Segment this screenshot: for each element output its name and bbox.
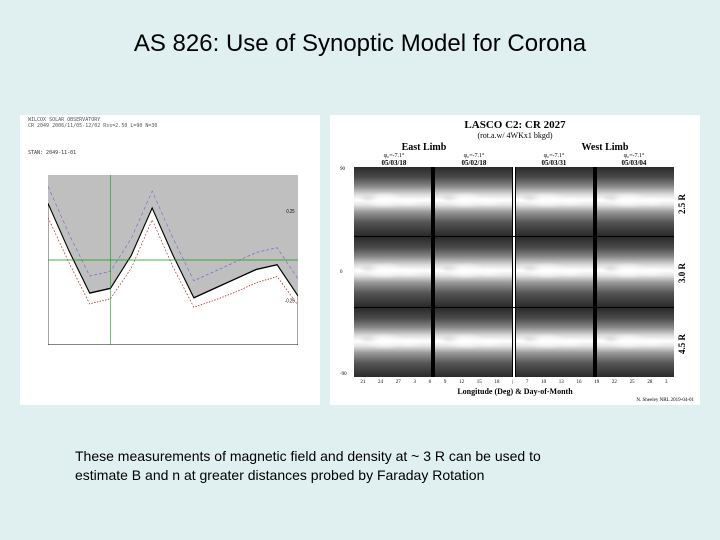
lasco-grid-area: Latitude (Deg) 90 0 -90 2.5 R (354, 167, 674, 377)
slide-caption: These measurements of magnetic field and… (75, 447, 645, 485)
lasco-title: LASCO C2: CR 2027 (334, 119, 696, 131)
credit-text: N. Sheeley NRL 2019-04-01 (636, 398, 694, 403)
lat-ticks: 90 0 -90 (340, 167, 352, 377)
right-figure-panel: LASCO C2: CR 2027 (rot.a.w/ 4WKx1 bkgd) … (330, 115, 700, 405)
west-limb-label: West Limb (581, 142, 628, 153)
lon-ticks: 212427369121518|7101316192225283 (354, 380, 674, 385)
caption-line1: These measurements of magnetic field and… (75, 448, 541, 464)
date-2: 05/02/18 (434, 159, 514, 167)
date-1: 05/03/18 (354, 159, 434, 167)
limb-label-row: East Limb West Limb (334, 142, 696, 153)
left-header: WILCOX SOLAR OBSERVATORY CR 2049 2006/11… (28, 117, 157, 129)
slide-title: AS 826: Use of Synoptic Model for Corona (0, 30, 720, 58)
synoptic-contour-chart: 0.25 -0.25 (48, 175, 298, 345)
left-figure-panel: WILCOX SOLAR OBSERVATORY CR 2049 2006/11… (20, 115, 320, 405)
radius-label-1: 2.5 R (677, 194, 687, 214)
lasco-panel (354, 237, 431, 306)
lat-tick: -90 (340, 372, 352, 377)
lasco-panel (597, 237, 674, 306)
lasco-subtitle: (rot.a.w/ 4WKx1 bkgd) (334, 131, 696, 140)
svg-text:-0.25: -0.25 (285, 298, 295, 305)
caption-line2: estimate B and n at greater distances pr… (75, 467, 484, 483)
longitude-axis-label: Longitude (Deg) & Day-of-Month (334, 387, 696, 396)
lasco-panel (354, 308, 431, 377)
lasco-panel (516, 237, 593, 306)
cr-info: CR 2049 2006/11/05-12/02 Rss=2.50 L=90 N… (28, 123, 157, 129)
lasco-panel (516, 308, 593, 377)
svg-text:0.25: 0.25 (286, 208, 294, 215)
lasco-panel (516, 167, 593, 236)
lat-tick: 0 (340, 270, 352, 275)
east-limb-label: East Limb (402, 142, 447, 153)
left-subheader: STAN: 2049-11-01 (28, 150, 76, 156)
lasco-panel (597, 308, 674, 377)
radius-label-3: 4.5 R (677, 334, 687, 354)
figure-row: WILCOX SOLAR OBSERVATORY CR 2049 2006/11… (20, 115, 700, 405)
lasco-panel (435, 308, 512, 377)
date-row: 05/03/18 05/02/18 05/03/31 05/03/04 (354, 159, 674, 167)
date-3: 05/03/31 (514, 159, 594, 167)
date-4: 05/03/04 (594, 159, 674, 167)
lasco-image-grid (354, 167, 674, 377)
lasco-panel (435, 167, 512, 236)
lasco-panel (597, 167, 674, 236)
radius-label-2: 3.0 R (677, 263, 687, 283)
lasco-panel (354, 167, 431, 236)
lasco-panel (435, 237, 512, 306)
lat-tick: 90 (340, 167, 352, 172)
